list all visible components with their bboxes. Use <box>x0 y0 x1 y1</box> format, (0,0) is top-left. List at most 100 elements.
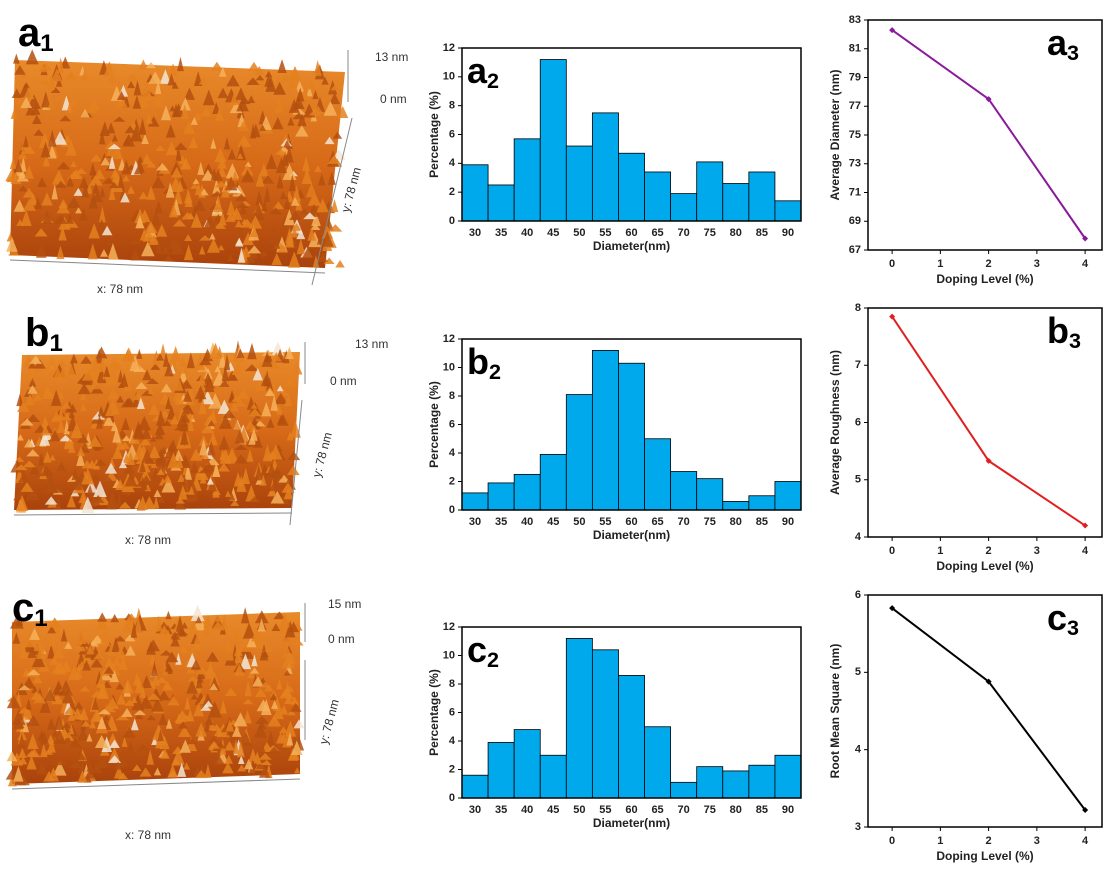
afm-peak <box>246 77 260 86</box>
afm-peak <box>90 373 100 390</box>
afm-peak <box>126 741 135 752</box>
x-tick-label: 50 <box>573 516 585 528</box>
afm-peak <box>25 485 40 501</box>
bar <box>513 473 541 511</box>
x-tick-label: 1 <box>937 835 943 847</box>
afm-peak <box>153 495 160 509</box>
afm-peak <box>29 463 40 475</box>
afm-peak <box>145 62 157 69</box>
afm-peak <box>139 767 152 777</box>
afm-peak <box>255 464 263 481</box>
afm-peak <box>182 390 193 402</box>
afm-peak <box>86 183 93 194</box>
afm-peak <box>75 662 83 679</box>
afm-peak <box>126 451 136 465</box>
afm-peak <box>26 669 41 676</box>
afm-peak <box>249 758 256 774</box>
afm-peak <box>267 361 281 370</box>
y-tick-label: 4 <box>449 735 456 747</box>
afm-peak <box>167 764 178 778</box>
afm-peak <box>157 729 164 741</box>
afm-peak <box>197 161 205 175</box>
afm-peak <box>91 192 104 203</box>
afm-peak <box>201 621 211 636</box>
afm-peak <box>90 709 104 722</box>
afm-peak <box>155 451 166 467</box>
afm-peak <box>273 611 286 620</box>
afm-peak <box>235 237 244 247</box>
bar <box>539 454 567 511</box>
x-tick-label: 3 <box>1034 545 1040 557</box>
y-tick-label: 0 <box>449 504 455 516</box>
afm-peak <box>267 730 275 746</box>
afm-peak <box>155 353 165 361</box>
panel-index: 1 <box>34 605 47 632</box>
afm-peak <box>51 693 64 705</box>
afm-peak <box>156 410 166 426</box>
afm-peak <box>50 389 62 406</box>
afm-peak <box>247 61 260 72</box>
afm-peak <box>8 774 17 787</box>
afm-peak <box>136 744 151 751</box>
afm-peak <box>139 437 152 446</box>
afm-peak <box>255 189 263 206</box>
y-tick-label: 10 <box>443 649 455 661</box>
afm-peak <box>237 134 252 147</box>
x-tick-label: 70 <box>678 804 690 816</box>
x-tick-label: 70 <box>678 516 690 528</box>
afm-peak <box>124 699 135 706</box>
afm-peak <box>183 244 194 261</box>
afm-peak <box>89 162 97 176</box>
afm-peak <box>312 90 319 100</box>
afm-peak <box>40 424 50 436</box>
afm-peak <box>14 64 26 75</box>
afm-peak <box>174 388 184 405</box>
afm-peak <box>88 223 100 239</box>
bar <box>644 438 672 511</box>
afm-peak <box>101 736 112 752</box>
afm-peak <box>69 737 82 748</box>
afm-peak <box>76 446 86 457</box>
y-tick-label: 67 <box>849 244 861 256</box>
afm-peak <box>26 715 41 726</box>
afm-peak <box>209 233 216 240</box>
afm-peak <box>40 731 49 745</box>
afm-peak <box>330 84 340 91</box>
bar <box>748 764 776 799</box>
bar <box>696 478 724 511</box>
afm-peak <box>269 693 278 701</box>
afm-peak <box>155 615 163 632</box>
afm-peak <box>9 157 17 170</box>
y-tick-label: 6 <box>449 418 455 430</box>
afm-peak <box>184 464 192 480</box>
afm-peak <box>221 365 230 382</box>
afm-peak <box>127 80 135 89</box>
x-tick-label: 75 <box>704 516 716 528</box>
x-tick-label: 45 <box>547 227 559 239</box>
afm-peak <box>266 417 275 428</box>
afm-peak <box>51 169 66 185</box>
afm-peak <box>217 462 230 472</box>
afm-peak <box>81 468 95 485</box>
afm-peak <box>125 645 136 656</box>
afm-peak <box>287 709 296 716</box>
afm-peak <box>86 484 94 495</box>
afm-peak <box>224 740 235 751</box>
afm-peak <box>165 182 175 198</box>
afm-peak <box>177 726 192 738</box>
afm-peak <box>80 355 92 364</box>
afm-peak <box>306 78 317 90</box>
afm-peak <box>286 685 295 693</box>
bar <box>461 164 489 222</box>
afm-peak <box>76 450 85 466</box>
afm-peak <box>46 718 56 730</box>
afm-peak <box>56 419 66 433</box>
afm-peak <box>207 420 216 427</box>
afm-peak <box>237 222 245 236</box>
afm-peak <box>25 367 33 381</box>
afm-peak <box>130 718 139 731</box>
afm-peak <box>254 420 266 427</box>
afm-peak <box>188 648 197 655</box>
afm-peak <box>79 176 89 189</box>
afm-peak <box>58 679 73 696</box>
